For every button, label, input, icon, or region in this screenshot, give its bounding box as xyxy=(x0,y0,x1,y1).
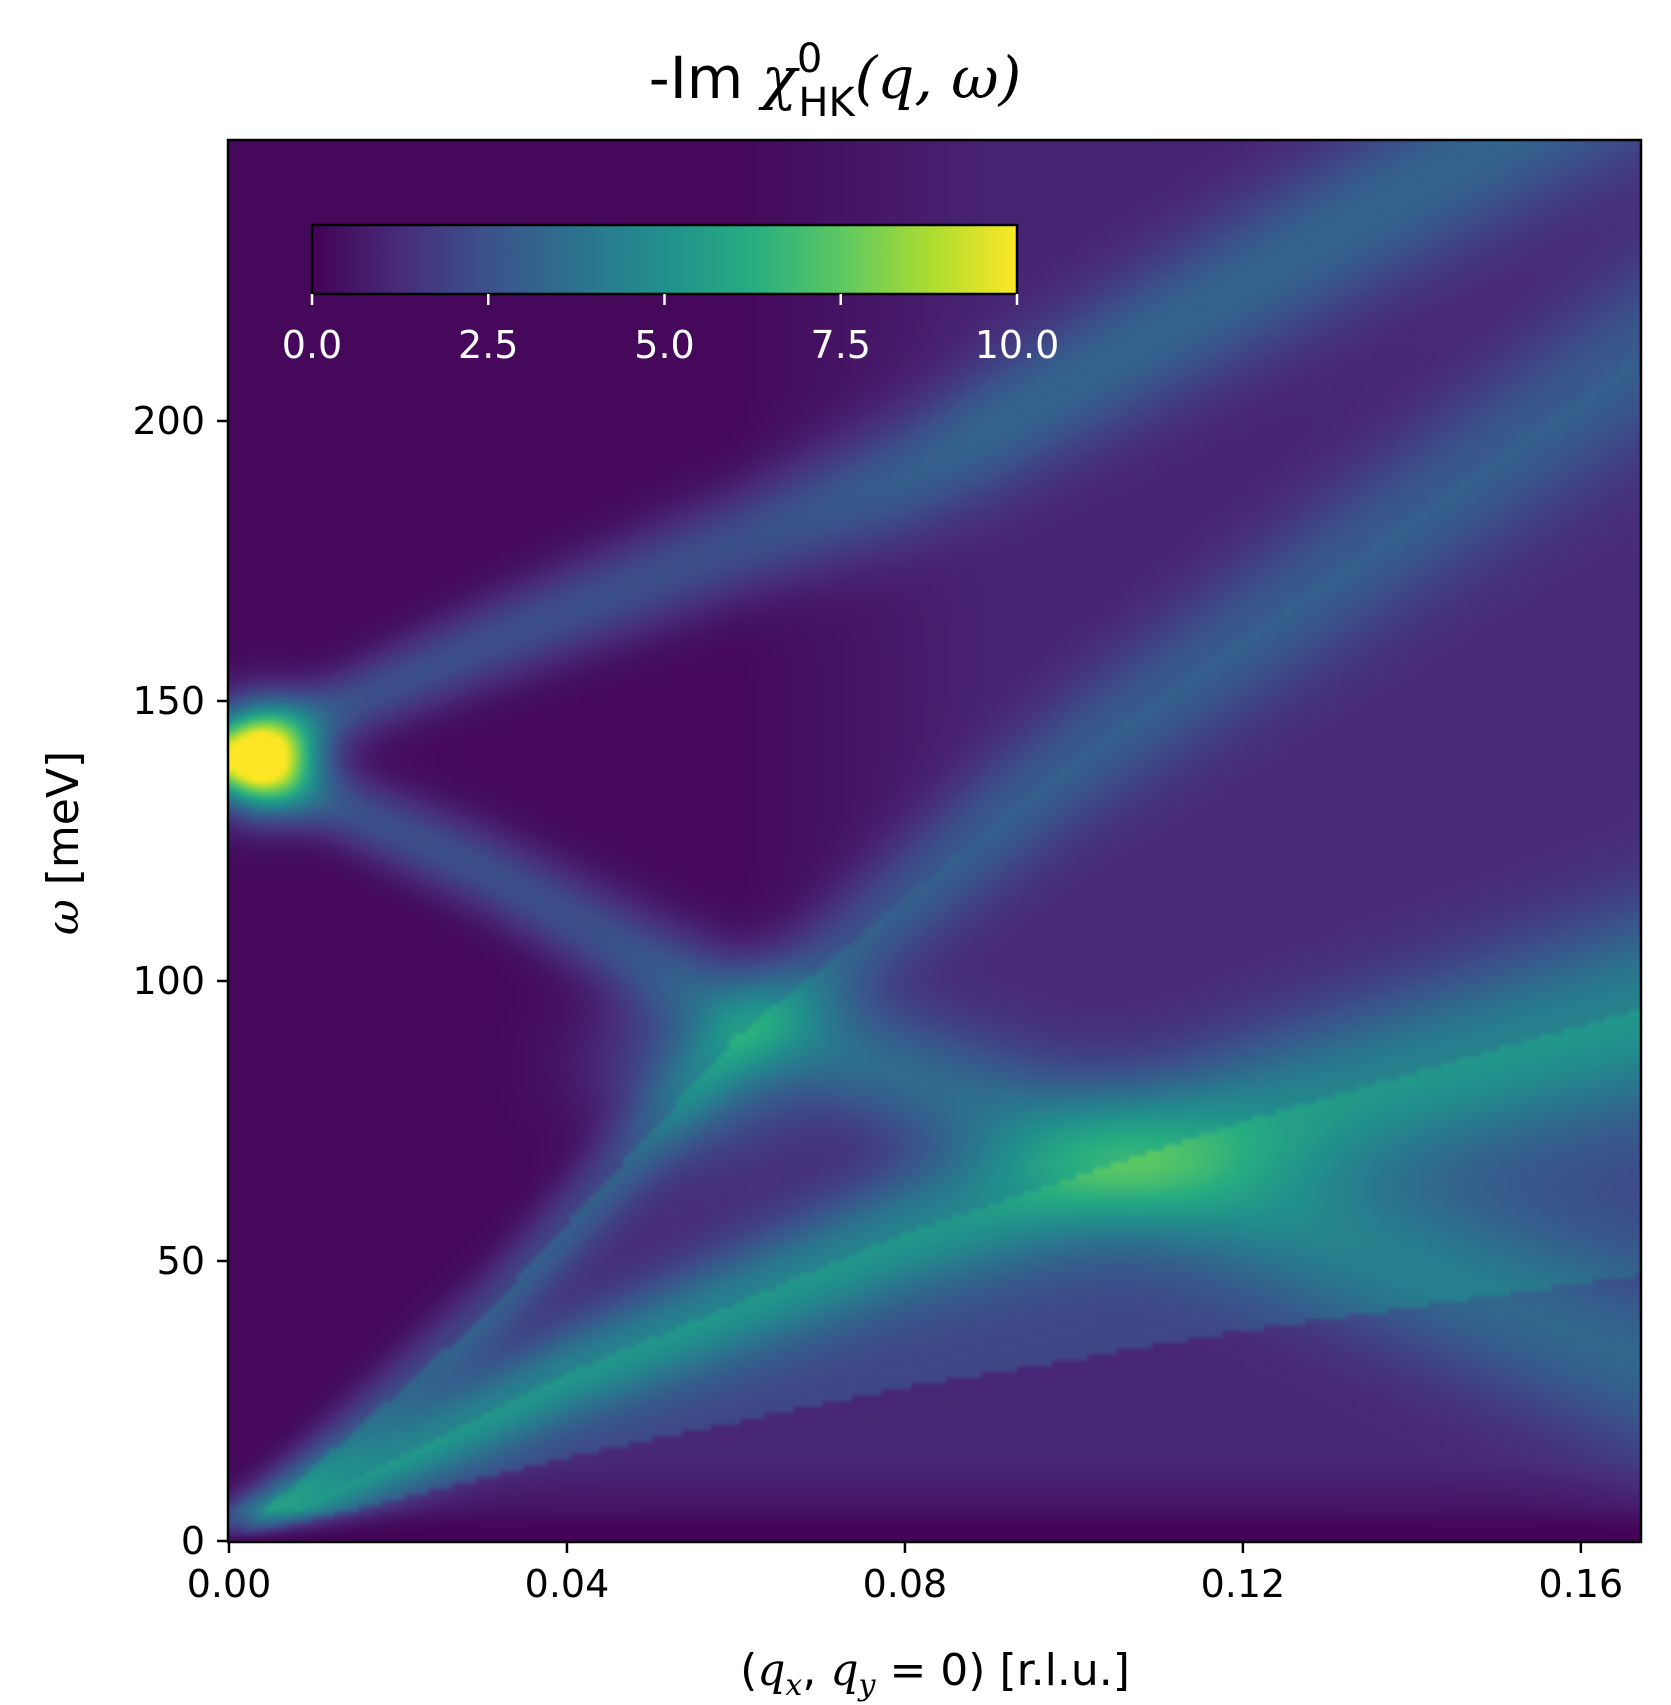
y-tick-label: 50 xyxy=(157,1239,205,1283)
y-tick-label: 0 xyxy=(181,1519,205,1563)
y-tick-label: 200 xyxy=(132,399,205,443)
x-tick-label: 0.00 xyxy=(187,1562,272,1606)
x-axis: 0.00 0.04 0.08 0.12 0.16 xyxy=(187,1542,1623,1606)
colorbar-tick-label: 5.0 xyxy=(634,323,694,367)
colorbar-gradient xyxy=(312,225,1017,294)
colorbar-tick-label: 0.0 xyxy=(282,323,342,367)
title-args: (q, ω) xyxy=(855,44,1022,112)
y-tick-label: 100 xyxy=(132,959,205,1003)
colorbar-ticks: 0.0 2.5 5.0 7.5 10.0 xyxy=(282,294,1060,367)
y-axis: 0 50 100 150 200 xyxy=(132,399,228,1563)
plot-frame xyxy=(226,138,1643,1544)
x-tick-label: 0.04 xyxy=(525,1562,610,1606)
x-tick-label: 0.12 xyxy=(1201,1562,1286,1606)
x-axis-label: (qx, qy = 0) [r.l.u.] xyxy=(740,1645,1130,1703)
y-tick-label: 150 xyxy=(132,679,205,723)
title-superscript: 0 xyxy=(797,36,822,82)
y-axis-label: ω [meV] xyxy=(38,751,89,935)
colorbar-tick-label: 2.5 xyxy=(458,323,518,367)
heatmap-image xyxy=(229,141,1640,1541)
title-subscript: HK xyxy=(798,80,856,126)
x-tick-label: 0.08 xyxy=(863,1562,948,1606)
colorbar-tick-label: 7.5 xyxy=(811,323,871,367)
title-prefix: -Im xyxy=(649,44,762,112)
chart-title: -Im χ0 HK(q, ω) xyxy=(649,36,1021,126)
colorbar: 0.0 2.5 5.0 7.5 10.0 xyxy=(282,223,1060,367)
colorbar-tick-label: 10.0 xyxy=(975,323,1060,367)
title-chi: χ xyxy=(758,44,800,112)
x-tick-label: 0.16 xyxy=(1539,1562,1624,1606)
